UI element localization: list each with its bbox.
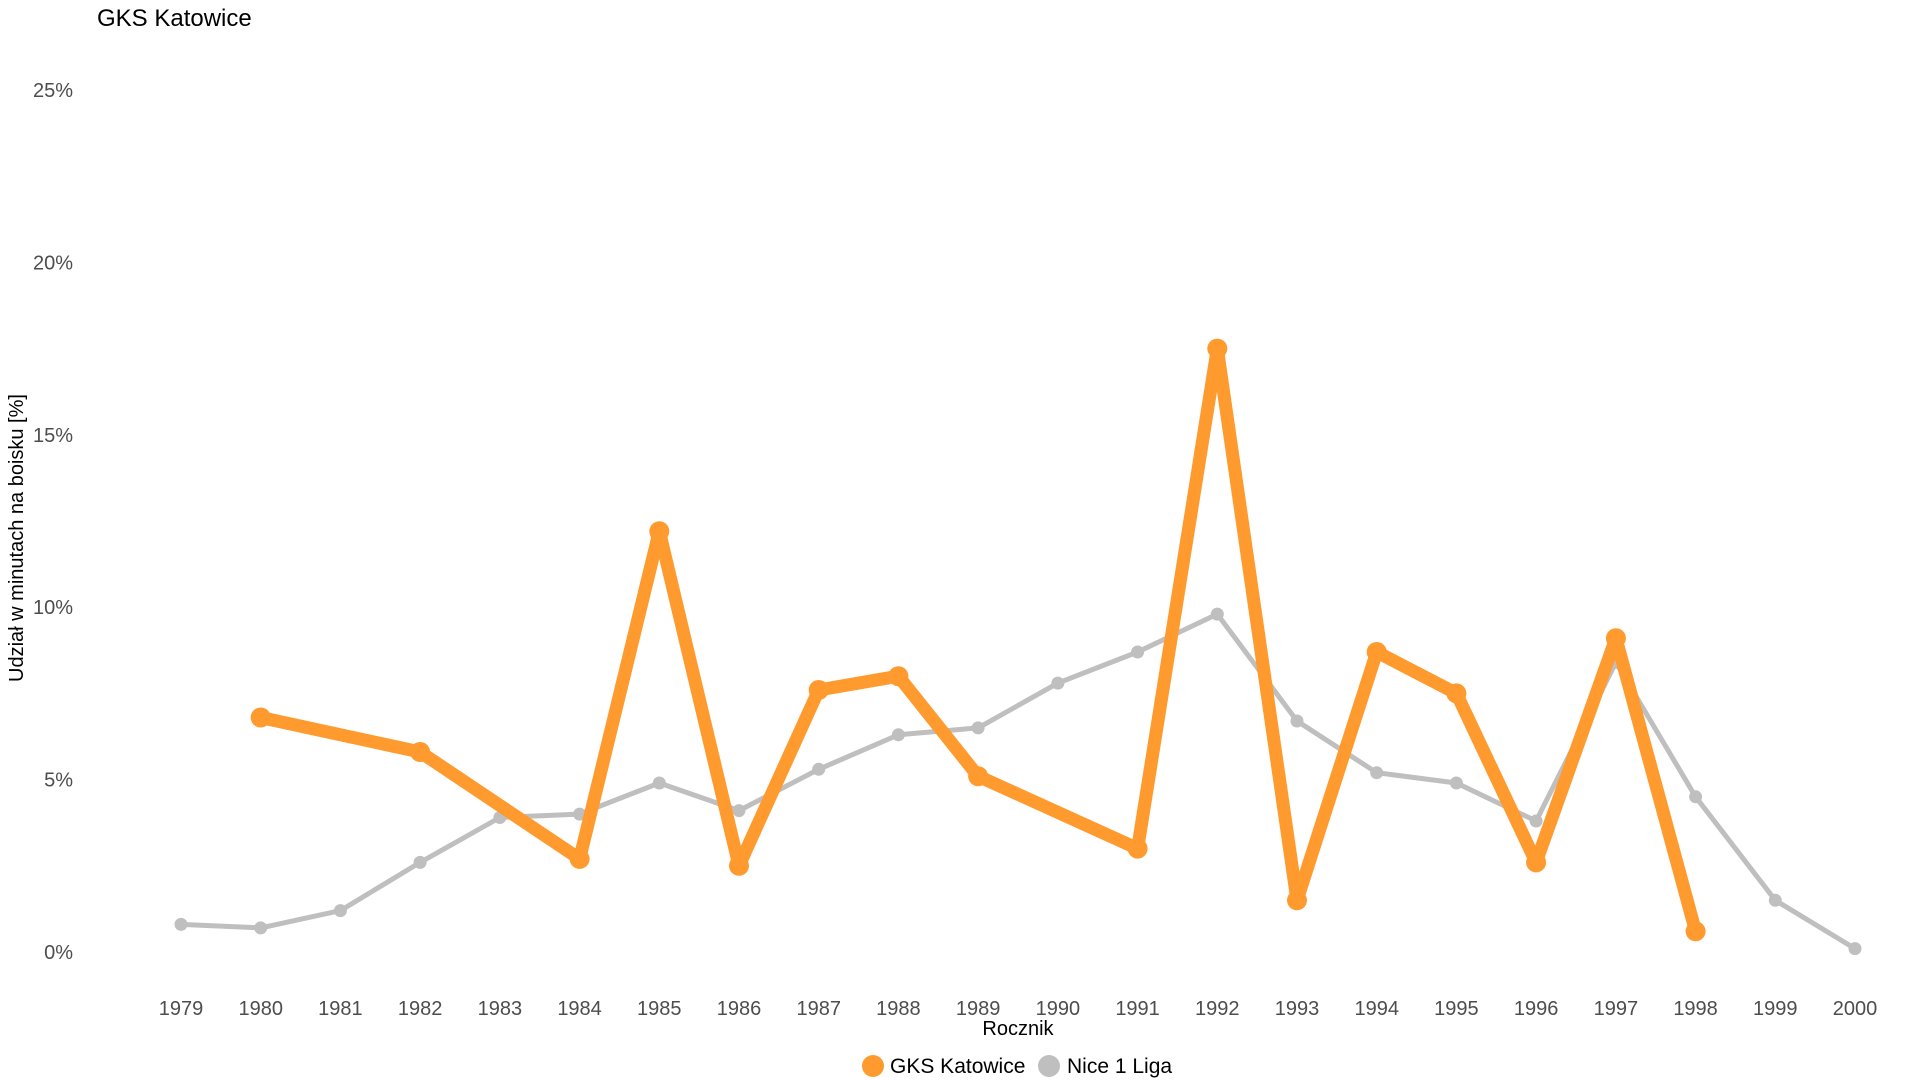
x-tick-label: 1999 (1753, 998, 1798, 1020)
data-point (729, 855, 749, 876)
legend-marker (862, 1055, 884, 1077)
data-point (1127, 838, 1148, 859)
data-point (1051, 676, 1065, 690)
data-point (971, 721, 985, 735)
x-tick-label: 1988 (876, 998, 921, 1020)
data-point (1685, 921, 1706, 942)
data-point (1529, 814, 1543, 828)
data-point (968, 766, 989, 787)
y-tick-label: 0% (44, 942, 73, 964)
x-tick-label: 1982 (398, 998, 443, 1020)
data-point (1768, 893, 1782, 907)
data-point (888, 666, 909, 687)
x-tick-label: 1996 (1514, 998, 1559, 1020)
y-tick-label: 20% (33, 252, 73, 274)
legend-label: Nice 1 Liga (1067, 1055, 1172, 1078)
x-tick-label: 2000 (1833, 998, 1878, 1020)
x-tick-label: 1983 (478, 998, 523, 1020)
y-tick-label: 10% (33, 597, 73, 619)
data-point (333, 904, 347, 918)
series-gks-katowice (250, 338, 1706, 942)
data-point (649, 521, 670, 542)
legend: GKS Katowice Nice 1 Liga (862, 1055, 1172, 1078)
x-tick-label: 1979 (159, 998, 204, 1020)
x-tick-label: 1987 (796, 998, 841, 1020)
x-tick-label: 1998 (1673, 998, 1718, 1020)
data-point (1207, 338, 1228, 359)
data-point (1689, 790, 1703, 804)
data-point (891, 728, 905, 742)
y-tick-label: 5% (44, 770, 73, 792)
series-line (254, 342, 1703, 938)
x-tick-label: 1994 (1354, 998, 1399, 1020)
x-axis-title: Rocznik (982, 1018, 1054, 1040)
data-point (1848, 942, 1862, 956)
x-tick-label: 1997 (1594, 998, 1639, 1020)
x-tick-label: 1995 (1434, 998, 1479, 1020)
data-point (1366, 642, 1387, 662)
data-point (174, 917, 188, 931)
chart-title: GKS Katowice (97, 5, 252, 32)
legend-marker (1038, 1055, 1060, 1077)
x-tick-label: 1989 (956, 998, 1001, 1020)
data-point (1605, 628, 1626, 649)
legend-label: GKS Katowice (890, 1055, 1025, 1078)
data-point (1370, 766, 1384, 780)
data-point (1210, 607, 1224, 621)
data-point (569, 848, 590, 869)
y-axis-ticks: 0% 5% 10% 15% 20% 25% (33, 80, 73, 964)
data-point (652, 776, 666, 790)
series-layer (174, 338, 1862, 956)
x-tick-label: 1991 (1115, 998, 1160, 1020)
y-tick-label: 25% (33, 80, 73, 102)
data-point (250, 707, 271, 728)
data-point (254, 921, 268, 935)
data-point (812, 762, 826, 776)
x-tick-label: 1992 (1195, 998, 1240, 1020)
x-tick-label: 1985 (637, 998, 682, 1020)
data-point (1449, 776, 1463, 790)
x-tick-label: 1984 (557, 998, 602, 1020)
data-point (1290, 714, 1304, 728)
data-point (1131, 645, 1145, 659)
data-point (410, 742, 431, 762)
x-tick-label: 1980 (238, 998, 283, 1020)
data-point (1287, 890, 1307, 911)
data-point (808, 680, 829, 700)
x-axis-ticks: 1979 1980 1981 1982 1983 1984 1985 1986 1987 1988… (159, 998, 1878, 1020)
x-tick-label: 1981 (318, 998, 363, 1020)
data-point (1526, 852, 1547, 873)
y-tick-label: 15% (33, 425, 73, 447)
data-point (413, 855, 427, 869)
data-point (1446, 683, 1467, 704)
data-point (732, 804, 746, 818)
x-tick-label: 1993 (1275, 998, 1320, 1020)
data-point (573, 807, 587, 821)
x-tick-label: 1990 (1036, 998, 1081, 1020)
y-axis-title: Udział w minutach na boisku [%] (6, 394, 28, 682)
x-tick-label: 1986 (717, 998, 762, 1020)
